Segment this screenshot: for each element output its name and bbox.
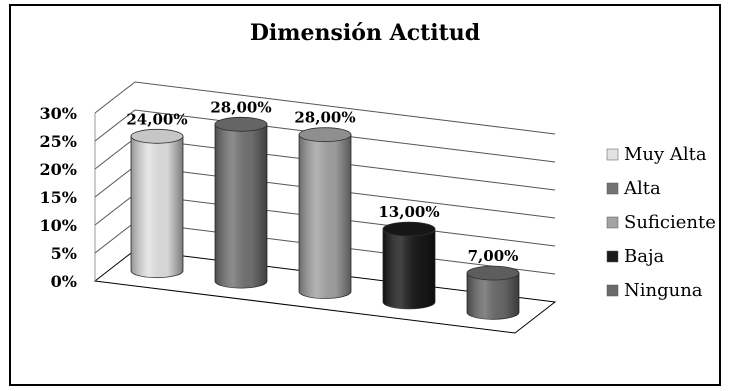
bar-top <box>214 116 268 132</box>
y-tick-label: 20% <box>40 160 77 179</box>
chart-title: Dimensión Actitud <box>249 20 481 46</box>
legend-swatch <box>606 216 619 229</box>
bar-top-shade <box>467 266 519 281</box>
bar-top-shade <box>299 127 351 142</box>
legend-label: Ninguna <box>624 280 703 301</box>
legend-label: Suficiente <box>624 212 716 233</box>
bar-top <box>130 128 184 144</box>
legend-swatch <box>606 284 619 297</box>
bar-top-shade <box>131 129 183 144</box>
data-label: 7,00% <box>468 247 519 265</box>
data-label: 28,00% <box>210 98 271 116</box>
bar-ninguna <box>466 265 520 320</box>
bar-shading <box>299 134 351 299</box>
bar-alta <box>214 116 268 289</box>
gridline <box>94 109 556 163</box>
gridline <box>94 81 556 135</box>
y-tick-label: 30% <box>40 104 77 123</box>
legend-label: Baja <box>624 246 665 267</box>
bar-shading <box>131 136 183 278</box>
bar-baja <box>382 221 436 310</box>
bar-suficiente <box>298 127 352 299</box>
label-layer: 24,00% 28,00% 28,00% 13,00% 7,00% <box>126 98 518 265</box>
legend-swatch <box>606 250 619 263</box>
y-tick-label: 15% <box>40 188 77 207</box>
bar-top-shade <box>215 117 267 132</box>
data-label: 24,00% <box>126 110 187 128</box>
chart-frame <box>9 4 721 386</box>
legend-label: Muy Alta <box>624 144 707 165</box>
legend-swatch <box>606 182 619 195</box>
legend-label: Alta <box>623 178 661 199</box>
legend-swatch <box>606 148 619 161</box>
data-label: 28,00% <box>294 109 355 127</box>
bar-top-shade <box>383 222 435 237</box>
legend: Muy Alta Alta Suficiente Baja Ninguna <box>606 144 716 301</box>
bar-shading <box>383 229 435 309</box>
bar-top <box>298 127 352 143</box>
bar-shading <box>467 273 519 320</box>
bar-top <box>466 265 520 281</box>
y-tick-label: 25% <box>40 132 77 151</box>
y-tick-label: 10% <box>40 216 77 235</box>
bar-shading <box>215 124 267 289</box>
y-tick-label: 0% <box>51 272 77 291</box>
bar-layer <box>130 116 520 320</box>
data-label: 13,00% <box>378 203 439 221</box>
bar-top <box>382 221 436 237</box>
bar-muy-alta <box>130 128 184 279</box>
y-tick-label: 5% <box>51 244 77 263</box>
